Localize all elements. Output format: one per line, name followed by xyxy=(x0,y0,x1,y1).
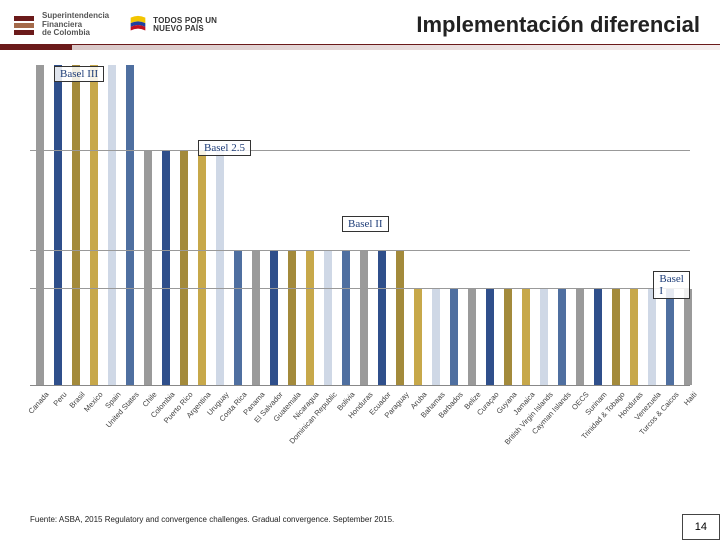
chart-level-label: Basel I xyxy=(653,271,690,299)
chart-level-label: Basel 2.5 xyxy=(198,140,251,156)
chart-bar xyxy=(450,289,458,385)
chart-bar xyxy=(198,151,206,385)
chart-x-label: Peru xyxy=(51,390,68,408)
chart-bar xyxy=(324,251,332,385)
chart-bar xyxy=(216,151,224,385)
chart-bar xyxy=(180,151,188,385)
chart-bar xyxy=(234,251,242,385)
chart-bar xyxy=(342,251,350,385)
chart-bar xyxy=(504,289,512,385)
chart-x-label: Canada xyxy=(26,390,50,416)
chart-x-label: Haiti xyxy=(682,390,699,407)
chart-bar xyxy=(378,251,386,385)
logo-sfc-line: de Colombia xyxy=(42,29,109,37)
colombia-flag-icon xyxy=(127,14,149,36)
chart-bar xyxy=(360,251,368,385)
chart-bar xyxy=(630,289,638,385)
chart-bar xyxy=(684,289,692,385)
logo-sfc: Superintendencia Financiera de Colombia xyxy=(12,12,109,37)
chart-bar xyxy=(90,65,98,385)
chart-bar xyxy=(270,251,278,385)
chart-bar xyxy=(576,289,584,385)
logo-tp-text: TODOS POR UN NUEVO PAÍS xyxy=(153,17,217,33)
chart-bar xyxy=(594,289,602,385)
chart-level-baseline xyxy=(30,150,690,151)
chart-bar xyxy=(414,289,422,385)
page-title: Implementación diferencial xyxy=(416,12,708,38)
chart-bar xyxy=(54,65,62,385)
logo-tp-line: NUEVO PAÍS xyxy=(153,25,217,33)
chart-bar xyxy=(306,251,314,385)
chart-level-baseline xyxy=(30,250,690,251)
chart-bar xyxy=(144,151,152,385)
chart-bar xyxy=(558,289,566,385)
chart-bar xyxy=(126,65,134,385)
chart-x-label: Mexico xyxy=(82,390,105,414)
header: Superintendencia Financiera de Colombia … xyxy=(0,0,720,44)
chart-bar xyxy=(648,289,656,385)
title-underline xyxy=(0,44,720,50)
chart-level-label: Basel III xyxy=(54,66,104,82)
chart-plot-area: Basel III Basel 2.5 Basel II Basel I xyxy=(30,66,690,386)
page-number: 14 xyxy=(682,514,720,540)
chart-bar xyxy=(252,251,260,385)
logo-todosporun: TODOS POR UN NUEVO PAÍS xyxy=(127,14,217,36)
sfc-icon xyxy=(12,13,36,37)
chart-bar xyxy=(162,151,170,385)
slide: Superintendencia Financiera de Colombia … xyxy=(0,0,720,540)
chart: Basel III Basel 2.5 Basel II Basel I Canada… xyxy=(30,66,690,456)
chart-bar xyxy=(612,289,620,385)
chart-bar xyxy=(522,289,530,385)
chart-bar xyxy=(396,251,404,385)
chart-bar xyxy=(108,65,116,385)
chart-bar xyxy=(432,289,440,385)
chart-bar xyxy=(486,289,494,385)
source-citation: Fuente: ASBA, 2015 Regulatory and conver… xyxy=(30,515,394,524)
chart-bar xyxy=(288,251,296,385)
chart-level-baseline xyxy=(30,288,690,289)
chart-bar xyxy=(72,65,80,385)
chart-x-labels: CanadaPeruBrasilMexicoSpainUnited States… xyxy=(30,386,690,446)
chart-bar xyxy=(666,289,674,385)
chart-bar xyxy=(36,65,44,385)
logo-sfc-text: Superintendencia Financiera de Colombia xyxy=(42,12,109,37)
chart-level-label: Basel II xyxy=(342,216,389,232)
chart-bar xyxy=(468,289,476,385)
chart-bar xyxy=(540,289,548,385)
